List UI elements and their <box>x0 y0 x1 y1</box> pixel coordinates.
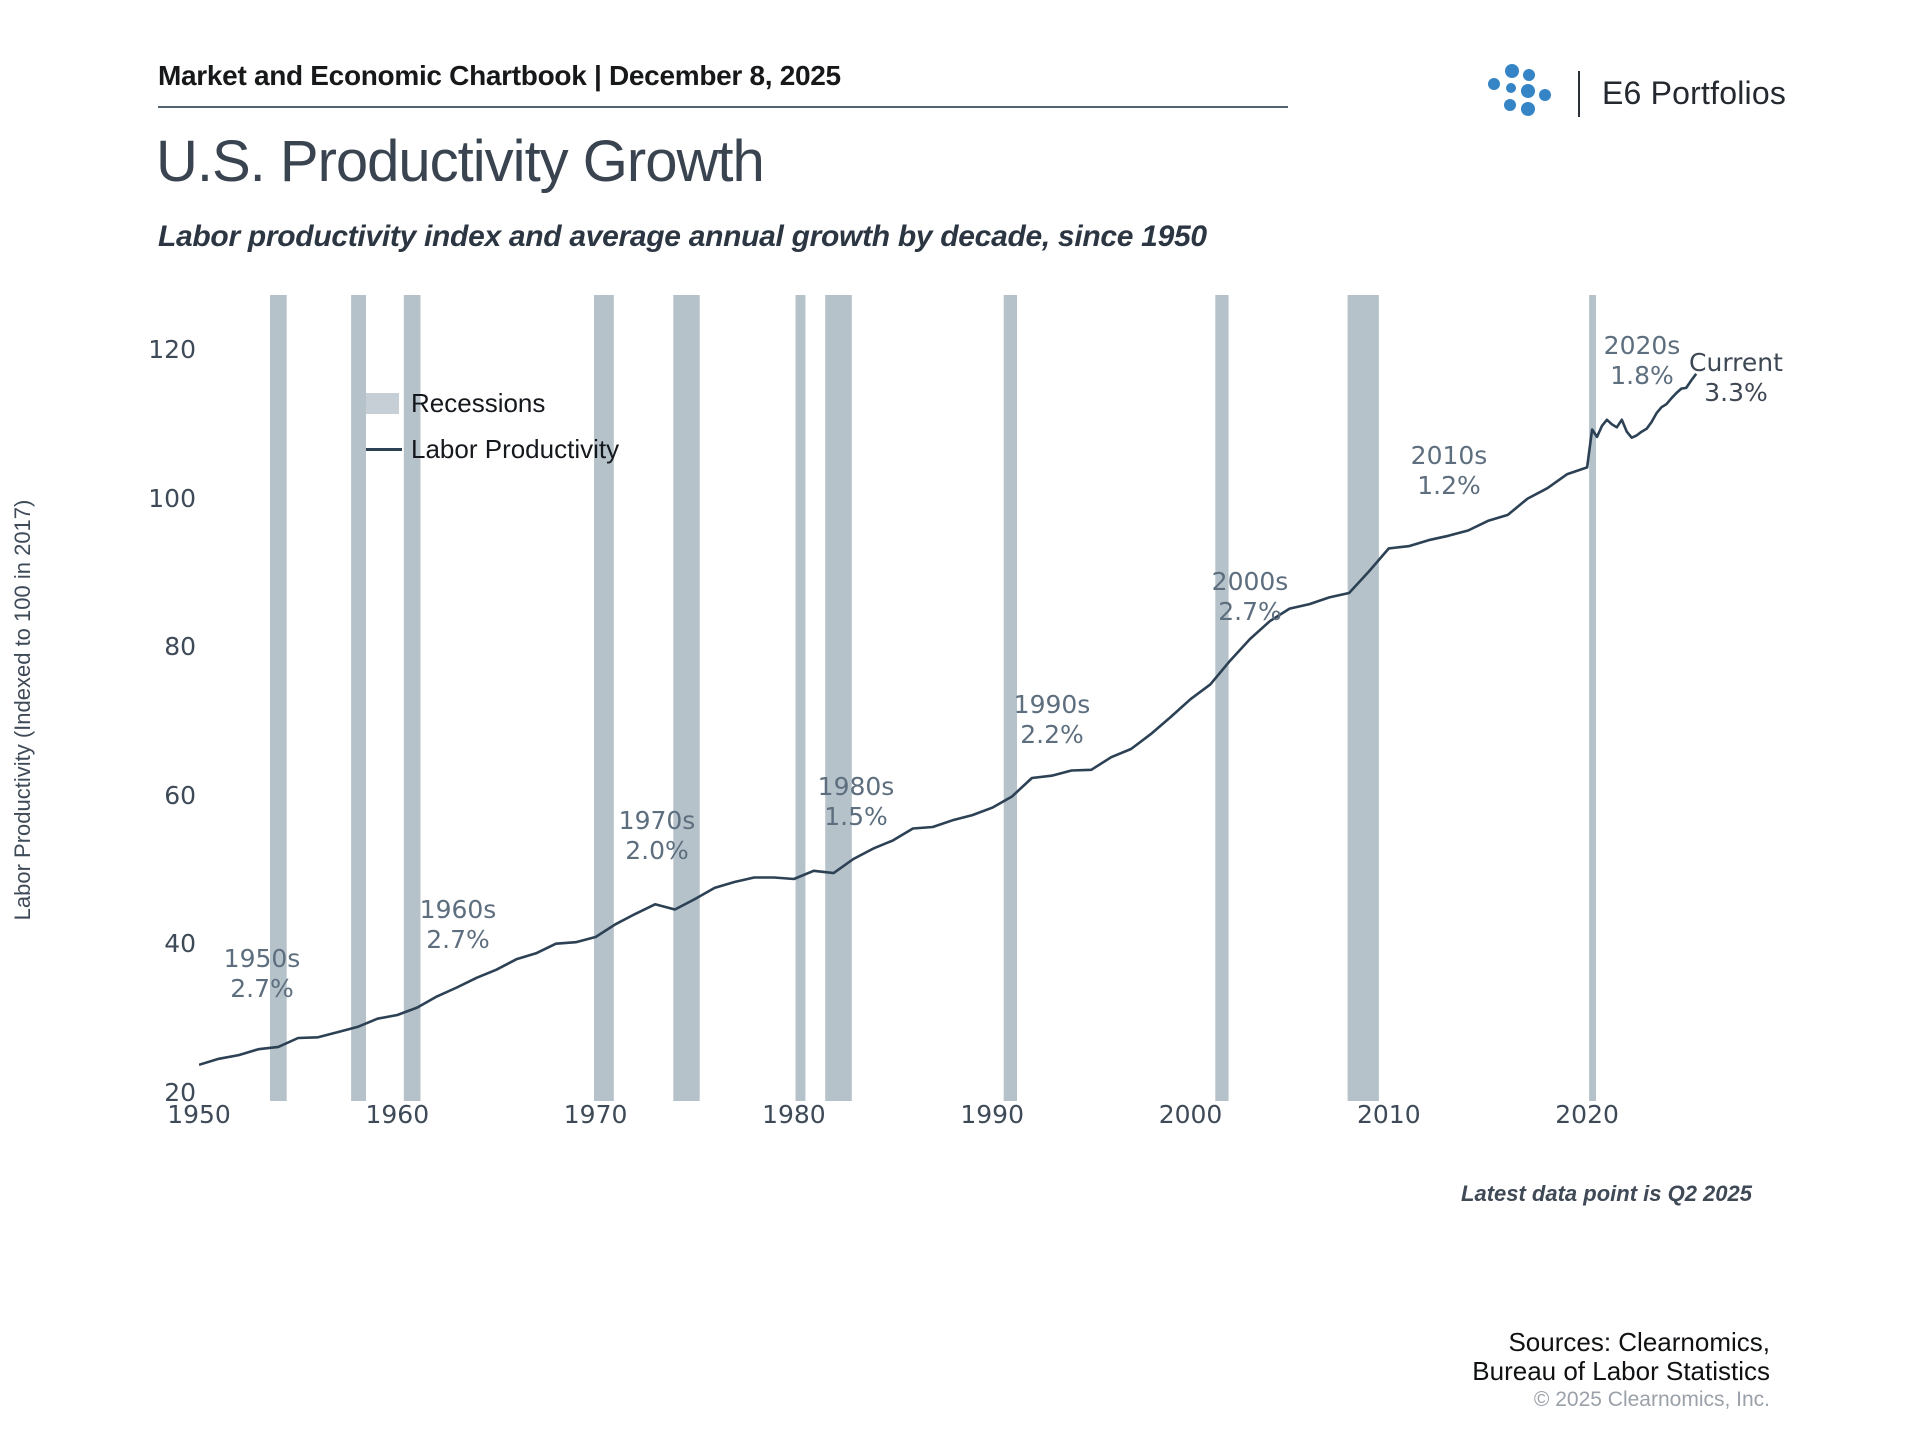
annotation-value: 2.7% <box>426 925 490 954</box>
annotation-2000s: 2000s 2.7% <box>1160 567 1340 627</box>
annotation-1970s: 1970s 2.0% <box>567 806 747 866</box>
e6-logo-icon <box>1482 62 1560 125</box>
annotation-value: 1.5% <box>824 802 888 831</box>
y-tick-20: 20 <box>164 1078 196 1107</box>
legend-productivity: Labor Productivity <box>366 432 619 466</box>
brand-block: E6 Portfolios <box>1482 62 1786 125</box>
productivity-line <box>199 373 1698 1067</box>
annotation-1950s: 1950s 2.7% <box>172 944 352 1004</box>
page-subtitle: Labor productivity index and average ann… <box>158 220 1207 253</box>
y-tick-60: 60 <box>164 780 196 810</box>
annotation-label: 1990s <box>1013 690 1091 719</box>
copyright-note: © 2025 Clearnomics, Inc. <box>1533 1388 1770 1411</box>
annotation-1960s: 1960s 2.7% <box>368 895 548 955</box>
recession-band <box>673 295 700 1101</box>
annotation-2020s: 2020s 1.8% <box>1552 331 1732 391</box>
chart-legend: Recessions Labor Productivity <box>366 386 619 478</box>
recession-band <box>1347 295 1379 1101</box>
recession-band <box>594 295 614 1101</box>
annotation-1980s: 1980s 1.5% <box>766 772 946 832</box>
annotation-label: Current <box>1689 348 1783 377</box>
productivity-chart <box>199 295 1698 1101</box>
annotation-label: 2000s <box>1211 567 1289 596</box>
recession-band <box>351 295 366 1101</box>
chartbook-header: Market and Economic Chartbook | December… <box>158 60 841 91</box>
legend-recessions: Recessions <box>366 386 619 420</box>
x-tick-1950: 1950 <box>167 1100 231 1129</box>
brand-name: E6 Portfolios <box>1602 75 1787 111</box>
annotation-value: 2.0% <box>625 836 689 865</box>
annotation-label: 1960s <box>419 895 497 924</box>
latest-data-note: Latest data point is Q2 2025 <box>1461 1181 1752 1206</box>
y-tick-120: 120 <box>148 335 196 364</box>
annotation-label: 2010s <box>1410 441 1488 470</box>
annotation-value: 1.8% <box>1610 361 1674 390</box>
x-tick-1990: 1990 <box>960 1100 1024 1129</box>
y-axis-title: Labor Productivity (Indexed to 100 in 20… <box>10 499 35 921</box>
page-title: U.S. Productivity Growth <box>156 129 765 194</box>
recession-band <box>1589 295 1596 1101</box>
recession-band <box>1215 295 1229 1101</box>
legend-recessions-label: Recessions <box>411 387 546 418</box>
x-tick-1980: 1980 <box>762 1100 826 1129</box>
annotation-value: 2.2% <box>1020 720 1084 749</box>
annotation-label: 1970s <box>618 806 696 835</box>
recession-band <box>795 295 806 1101</box>
sources-note: Sources: Clearnomics, Bureau of Labor St… <box>1472 1328 1770 1386</box>
recession-band <box>825 295 852 1101</box>
y-tick-80: 80 <box>164 632 196 662</box>
annotation-label: 1950s <box>223 944 301 973</box>
x-tick-2010: 2010 <box>1356 1100 1421 1129</box>
annotation-label: 2020s <box>1603 331 1681 360</box>
sources-line1: Sources: Clearnomics, <box>1508 1327 1770 1357</box>
annotation-value: 2.7% <box>230 974 294 1003</box>
annotation-value: 1.2% <box>1417 471 1481 500</box>
recession-swatch-icon <box>366 392 399 414</box>
sources-line2: Bureau of Labor Statistics <box>1472 1356 1770 1386</box>
x-tick-2020: 2020 <box>1555 1100 1619 1129</box>
brand-separator <box>1578 70 1580 117</box>
annotation-label: 1980s <box>817 772 895 801</box>
annotation-1990s: 1990s 2.2% <box>962 690 1142 750</box>
annotation-value: 3.3% <box>1704 378 1768 407</box>
recession-band <box>403 295 421 1101</box>
x-tick-1960: 1960 <box>365 1100 430 1129</box>
x-tick-2000: 2000 <box>1158 1100 1223 1129</box>
annotation-current: Current 3.3% <box>1646 348 1826 408</box>
header-divider <box>158 106 1288 108</box>
y-tick-40: 40 <box>164 929 196 959</box>
legend-productivity-label: Labor Productivity <box>411 433 620 464</box>
annotation-value: 2.7% <box>1218 597 1282 626</box>
x-tick-1970: 1970 <box>563 1100 628 1129</box>
recession-band <box>1003 295 1017 1101</box>
line-swatch-icon <box>366 447 402 451</box>
recession-band <box>270 295 287 1101</box>
y-tick-100: 100 <box>148 483 196 513</box>
annotation-2010s: 2010s 1.2% <box>1359 441 1539 501</box>
